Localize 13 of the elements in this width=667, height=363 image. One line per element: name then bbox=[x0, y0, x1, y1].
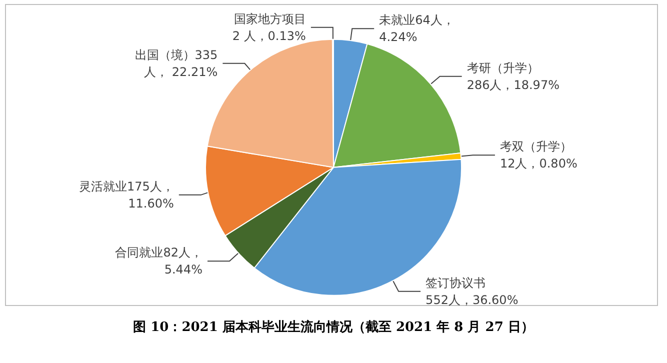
slice-label: 未就业64人， 4.24% bbox=[379, 13, 454, 44]
slice-label: 国家地方项目 bbox=[234, 12, 306, 26]
slice-label: 合同就业82人， 5.44% bbox=[115, 246, 202, 277]
slice-label: 出国（境）335 人， 22.21% bbox=[134, 48, 218, 79]
text: 图 10：2021 届本科毕业生流向情况（截至 2021 年 8 月 27 日） bbox=[132, 318, 535, 336]
data-label: 552人，36.60% bbox=[426, 292, 518, 307]
slice-label: 灵活就业175人， 11.60% bbox=[78, 179, 174, 210]
slice-label: 考双（升学） bbox=[500, 140, 572, 154]
slice-label: 签订协议书 bbox=[426, 276, 486, 290]
data-label: 286人，18.97% bbox=[466, 78, 560, 92]
data-label: 12人，0.80% bbox=[500, 156, 578, 171]
slice-label: 考研（升学） bbox=[466, 60, 539, 75]
data-label: 2 人，0.13% bbox=[232, 28, 306, 43]
